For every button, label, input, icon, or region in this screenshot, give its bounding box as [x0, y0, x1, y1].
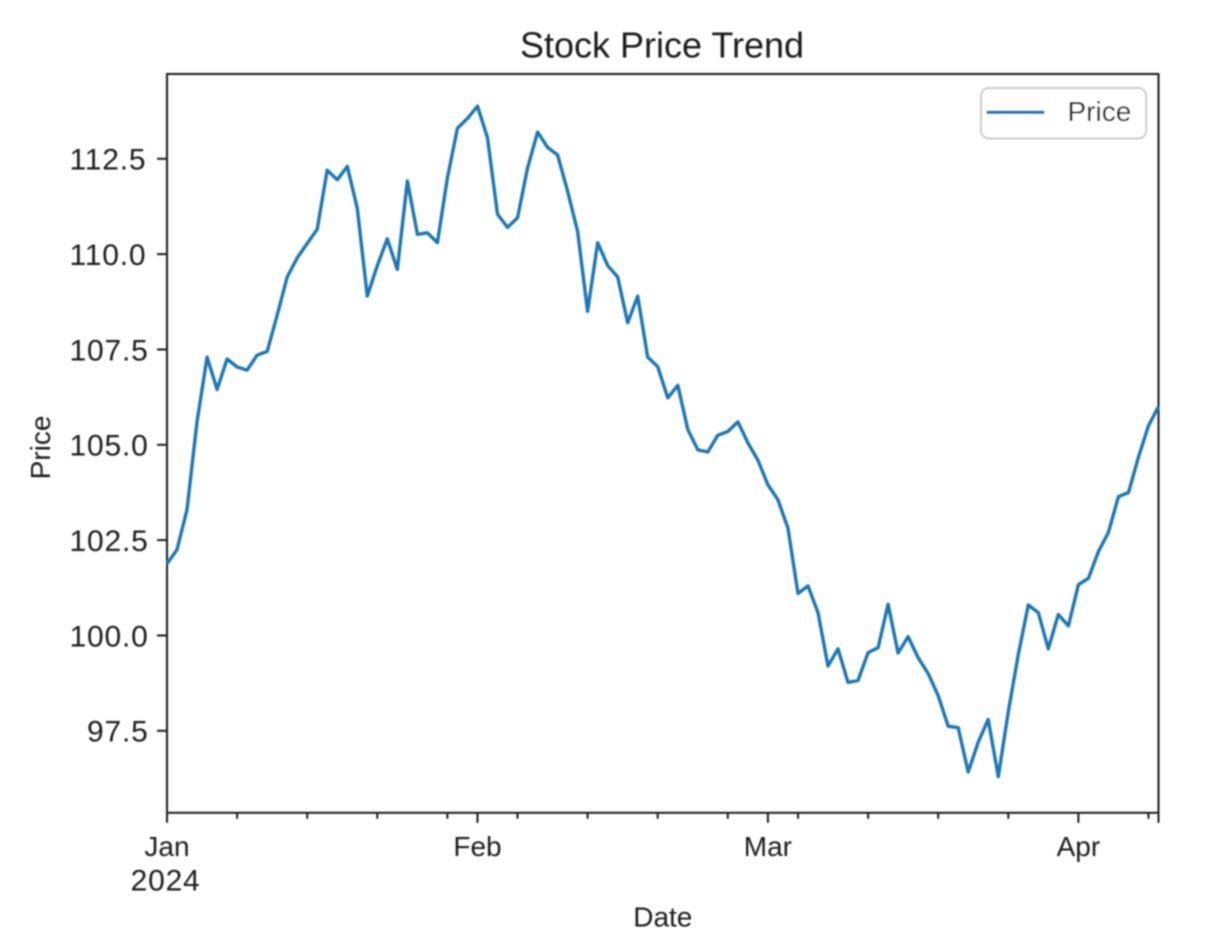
svg-text:Mar: Mar — [744, 831, 792, 862]
svg-text:102.5: 102.5 — [70, 525, 149, 558]
svg-text:100.0: 100.0 — [70, 620, 149, 653]
svg-text:2024: 2024 — [131, 865, 201, 898]
svg-text:110.0: 110.0 — [70, 239, 147, 272]
svg-text:112.5: 112.5 — [70, 144, 147, 177]
svg-text:Feb: Feb — [453, 831, 501, 862]
svg-text:Jan: Jan — [144, 831, 189, 862]
svg-text:Price: Price — [1068, 96, 1132, 127]
svg-text:Stock Price Trend: Stock Price Trend — [520, 25, 804, 66]
svg-text:Date: Date — [633, 901, 692, 932]
svg-text:105.0: 105.0 — [70, 430, 149, 463]
svg-text:97.5: 97.5 — [87, 716, 149, 749]
svg-text:107.5: 107.5 — [70, 334, 149, 367]
svg-text:Apr: Apr — [1057, 831, 1101, 862]
svg-text:Price: Price — [25, 416, 56, 480]
